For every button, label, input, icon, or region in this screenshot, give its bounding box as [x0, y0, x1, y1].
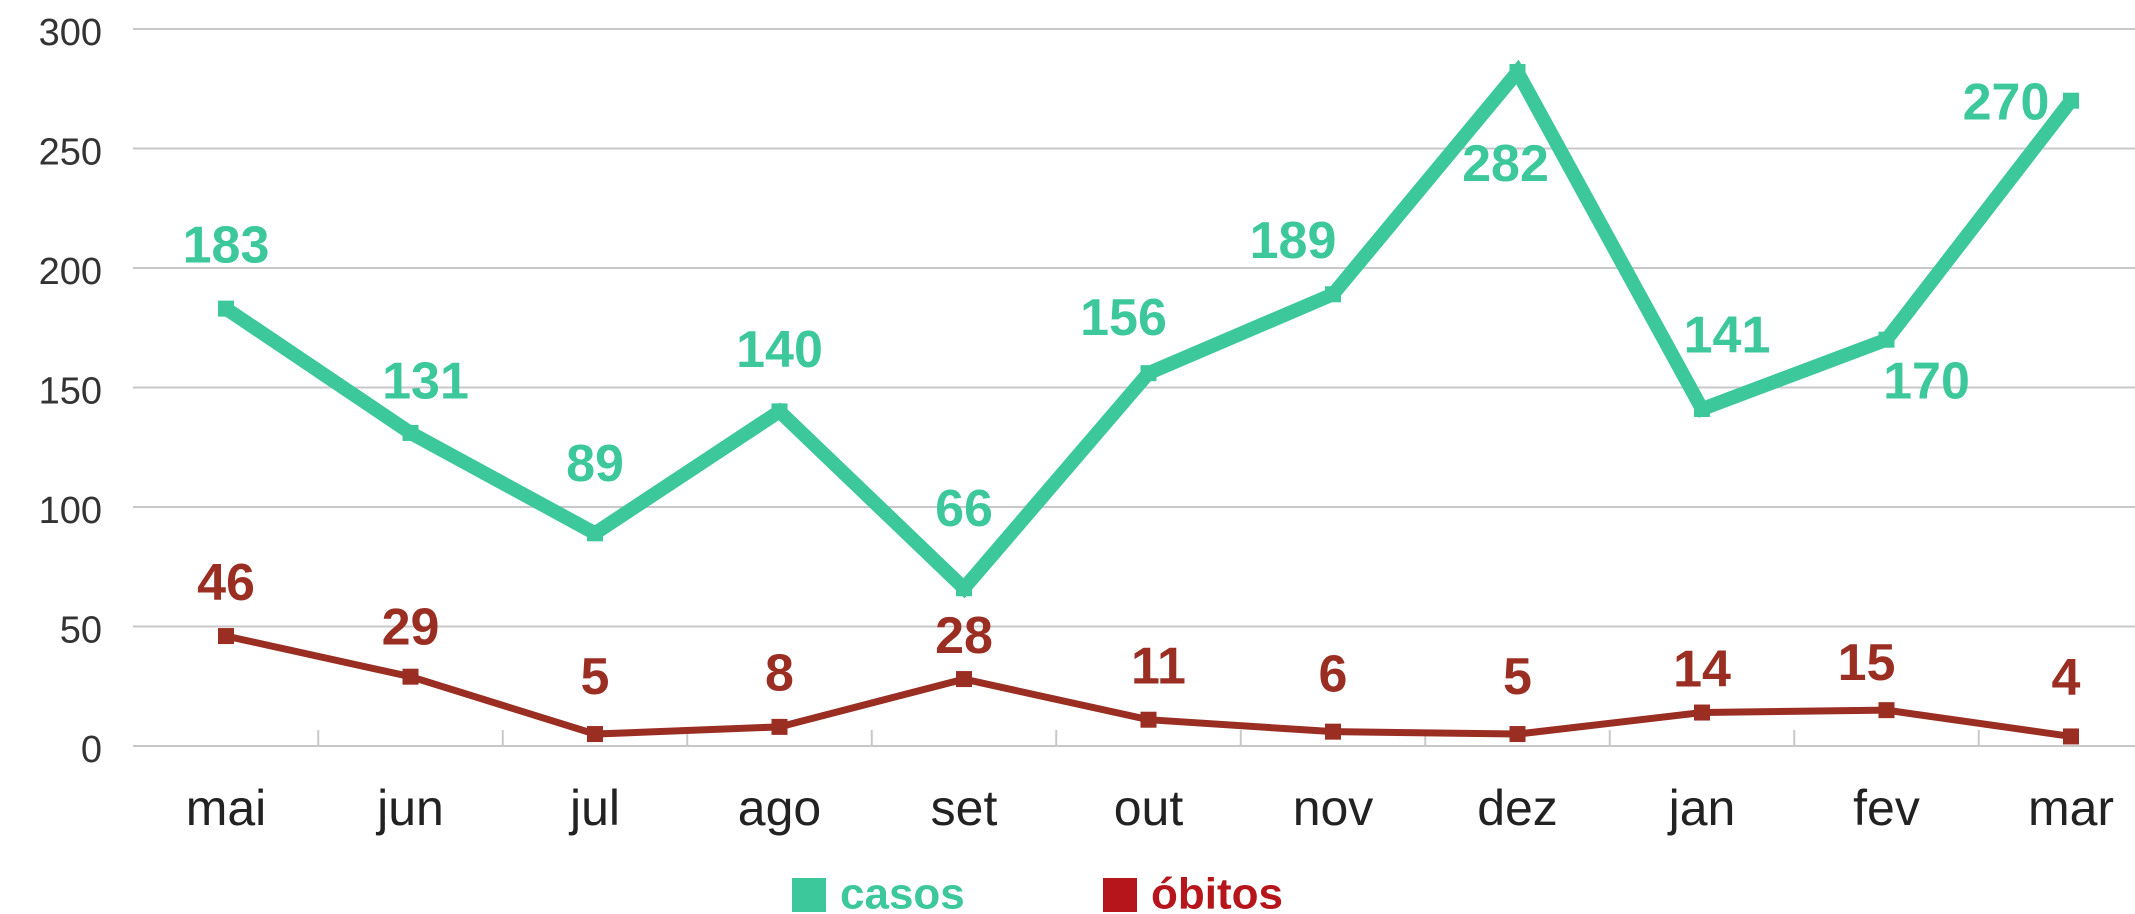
point-marker — [1694, 401, 1710, 418]
data-label: 140 — [736, 321, 823, 379]
x-tick-label: ago — [738, 780, 821, 836]
point-marker — [1140, 711, 1157, 728]
point-marker — [218, 300, 234, 317]
x-tick-label: jul — [568, 780, 620, 836]
point-marker — [1325, 286, 1341, 303]
point-marker — [956, 580, 972, 597]
point-marker — [1509, 64, 1526, 81]
data-label: 29 — [382, 598, 440, 656]
x-tick-label: mai — [186, 780, 267, 836]
point-marker — [771, 718, 788, 735]
data-label: 66 — [935, 480, 993, 538]
x-tick-label: dez — [1477, 780, 1558, 836]
y-tick-label: 200 — [39, 251, 102, 293]
x-tick-label: set — [931, 780, 998, 836]
point-marker — [1140, 365, 1157, 382]
y-tick-label: 150 — [39, 371, 102, 413]
x-tick-label: out — [1114, 780, 1184, 836]
point-marker — [771, 403, 788, 420]
data-label: 4 — [2052, 649, 2081, 707]
data-label: 5 — [1503, 648, 1532, 706]
x-tick-label: nov — [1293, 780, 1374, 836]
data-label: 183 — [183, 216, 270, 274]
data-label: 5 — [581, 648, 610, 706]
legend-label: casos — [840, 870, 965, 914]
point-marker — [402, 668, 419, 685]
x-tick-label: jan — [1667, 780, 1736, 836]
point-marker — [587, 726, 603, 743]
point-marker — [402, 424, 419, 441]
data-label: 89 — [566, 435, 624, 493]
point-marker — [1878, 702, 1895, 719]
x-tick-label: jun — [375, 780, 444, 836]
data-label: 282 — [1462, 135, 1549, 193]
data-label: 14 — [1673, 640, 1731, 698]
point-marker — [587, 525, 603, 542]
data-label: 8 — [765, 645, 794, 703]
point-marker — [218, 628, 234, 645]
x-tick-label: mar — [2028, 780, 2114, 836]
point-marker — [1878, 331, 1895, 348]
point-marker — [2063, 92, 2079, 109]
data-label: 141 — [1684, 307, 1771, 365]
point-marker — [1325, 723, 1341, 740]
point-marker — [956, 671, 972, 688]
y-tick-label: 100 — [39, 490, 102, 532]
data-label: 156 — [1080, 289, 1167, 347]
x-tick-label: fev — [1853, 780, 1920, 836]
data-label: 189 — [1250, 212, 1337, 270]
data-label: 131 — [382, 353, 469, 411]
data-label: 6 — [1319, 645, 1348, 703]
legend-label: óbitos — [1151, 870, 1283, 914]
y-tick-label: 250 — [39, 132, 102, 174]
y-tick-label: 50 — [60, 610, 102, 652]
data-label: 11 — [1131, 637, 1186, 695]
data-label: 170 — [1883, 352, 1970, 410]
y-tick-label: 300 — [39, 12, 102, 54]
legend-swatch — [1103, 878, 1137, 912]
data-label: 270 — [1963, 73, 2050, 131]
point-marker — [1694, 704, 1710, 721]
y-tick-label: 0 — [81, 729, 102, 771]
data-label: 46 — [197, 554, 255, 612]
legend-swatch — [792, 878, 826, 912]
point-marker — [2063, 728, 2079, 745]
data-label: 15 — [1838, 634, 1896, 692]
point-marker — [1509, 726, 1526, 743]
data-label: 28 — [935, 607, 993, 665]
